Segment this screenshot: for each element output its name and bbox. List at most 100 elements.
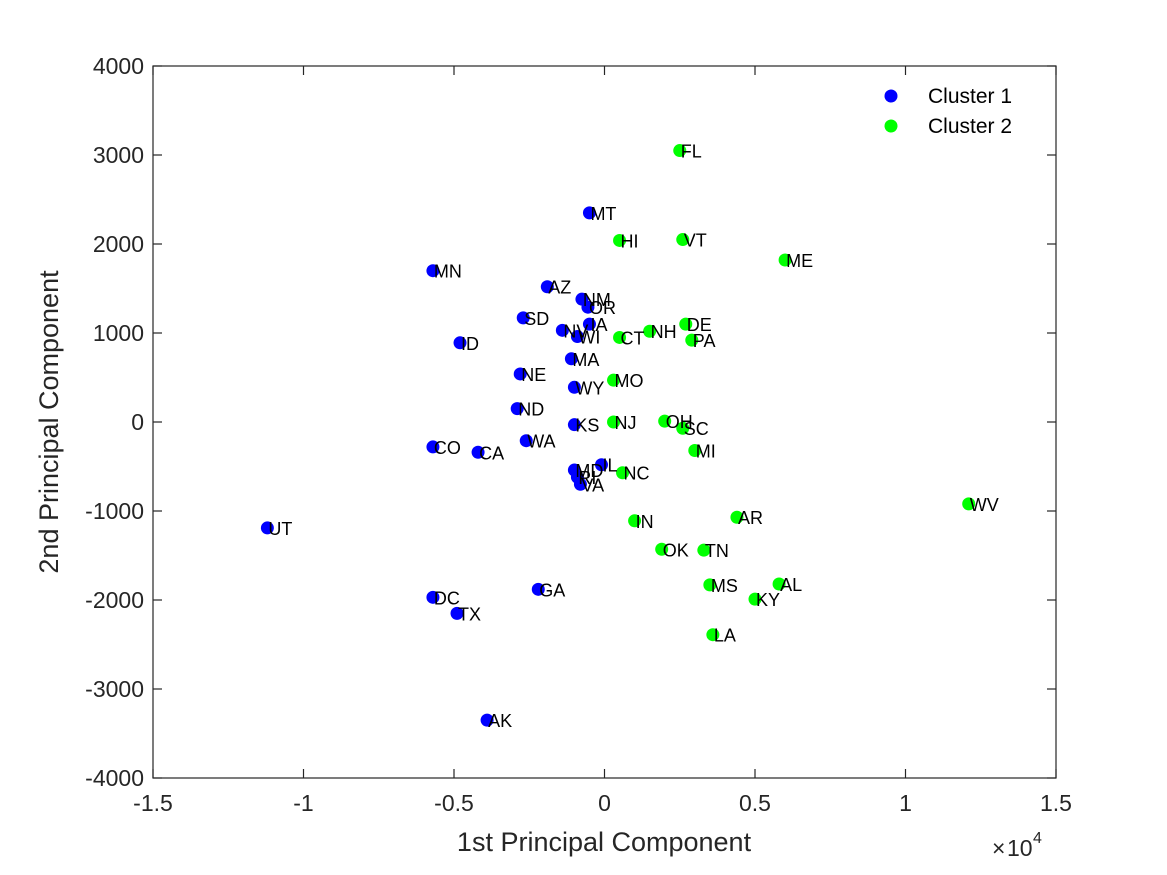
y-axis-label: 2nd Principal Component (34, 270, 64, 574)
data-point (567, 380, 581, 394)
data-point (480, 713, 494, 727)
data-point-label: ME (786, 251, 813, 271)
data-point-label: HI (621, 231, 639, 251)
data-point-label: MS (711, 576, 738, 596)
data-point-label: UT (268, 519, 292, 539)
data-point (471, 445, 485, 459)
data-point-label: NJ (615, 413, 637, 433)
data-point (697, 543, 711, 557)
axis-ticks: -1.5 -1 -0.5 0 0.5 1 1.5 -4000 -3000 -2000 -1000 0 1… (85, 53, 1072, 816)
data-point (426, 590, 440, 604)
legend-entry-label: Cluster 1 (928, 85, 1012, 108)
data-point-label: MO (615, 371, 644, 391)
data-point-label: WI (578, 328, 600, 348)
data-point-label: MA (572, 350, 599, 370)
data-point-label: AK (488, 711, 512, 731)
data-point-label: CA (479, 443, 504, 463)
data-point-label: AR (738, 508, 763, 528)
data-point-label: KS (575, 416, 599, 436)
legend-marker (884, 89, 898, 103)
data-point (567, 418, 581, 432)
data-point-label: GA (539, 580, 565, 600)
data-point-label: OR (589, 298, 616, 318)
x-axis-label: 1st Principal Component (457, 827, 752, 857)
data-point-label: TX (458, 604, 481, 624)
data-point-label: AL (780, 575, 802, 595)
data-point-label: WA (527, 432, 555, 452)
data-point (655, 542, 669, 556)
x-tick-label: 0.5 (739, 790, 771, 816)
data-point-label: MD (575, 461, 603, 481)
data-point (564, 352, 578, 366)
data-point (516, 311, 530, 325)
y-tick-label: -2000 (85, 587, 144, 613)
data-point (513, 367, 527, 381)
legend-entry-label: Cluster 2 (928, 115, 1012, 138)
data-point (643, 324, 657, 338)
x-multiplier-base: 10 (1007, 835, 1033, 861)
data-point-label: SC (684, 419, 709, 439)
legend-marker (884, 119, 898, 133)
data-point-label: SD (524, 309, 549, 329)
data-point (581, 300, 595, 314)
plot-frame (152, 65, 1057, 779)
data-point-label: NE (521, 365, 546, 385)
data-point (540, 280, 554, 294)
data-point-label: TN (705, 541, 729, 561)
data-point (688, 443, 702, 457)
data-point (676, 421, 690, 435)
data-point-label: OK (663, 540, 689, 560)
data-point-label: NV (563, 321, 588, 341)
data-point (607, 415, 621, 429)
data-point-label: FL (681, 142, 702, 162)
data-point (613, 233, 627, 247)
data-point-label: PA (693, 331, 716, 351)
y-tick-label: 1000 (93, 320, 144, 346)
data-point-label: WY (575, 378, 604, 398)
data-point-label: IN (636, 512, 654, 532)
data-point (582, 317, 596, 331)
data-point (772, 577, 786, 591)
data-point (962, 497, 976, 511)
data-point (685, 333, 699, 347)
x-tick-label: -1 (293, 790, 313, 816)
x-tick-label: 1.5 (1040, 790, 1072, 816)
data-point (730, 510, 744, 524)
data-point-label: ND (518, 400, 544, 420)
data-point (679, 317, 693, 331)
data-point (613, 330, 627, 344)
data-point (594, 458, 608, 472)
data-point (260, 521, 274, 535)
data-point (426, 264, 440, 278)
data-point-label: MT (590, 204, 616, 224)
data-point (703, 578, 717, 592)
y-tick-label: 3000 (93, 142, 144, 168)
y-tick-label: -4000 (85, 765, 144, 791)
x-tick-label: -0.5 (434, 790, 474, 816)
data-point (453, 336, 467, 350)
y-tick-label: 0 (131, 409, 144, 435)
data-point (676, 233, 690, 247)
data-point-label: VT (684, 231, 707, 251)
x-tick-label: 0 (598, 790, 611, 816)
y-tick-label: -3000 (85, 676, 144, 702)
data-point-label: OH (666, 412, 693, 432)
data-point-label: NH (651, 322, 677, 342)
x-tick-label: 1 (899, 790, 912, 816)
data-point (426, 440, 440, 454)
data-point-label: VA (581, 475, 604, 495)
y-tick-label: 2000 (93, 231, 144, 257)
data-point (555, 323, 569, 337)
data-point-label: CO (434, 438, 461, 458)
data-point (519, 434, 533, 448)
data-point-label: NM (583, 290, 611, 310)
data-point-label: WV (970, 495, 999, 515)
plot-area (153, 66, 1056, 778)
data-point (616, 466, 630, 480)
data-point (573, 477, 587, 491)
x-tick-label: -1.5 (133, 790, 173, 816)
data-point (778, 253, 792, 267)
data-point-label: MN (434, 262, 462, 282)
